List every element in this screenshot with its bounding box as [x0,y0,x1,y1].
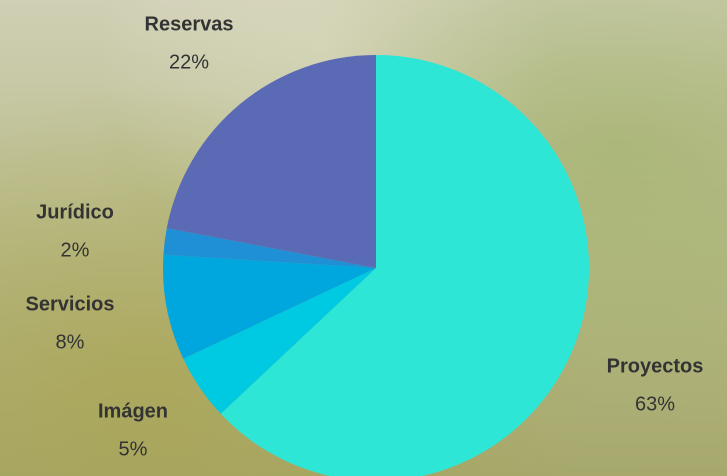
slice-label: Proyectos [607,355,704,377]
chart-background: Proyectos 63% Imágen 5% Servicios 8% Jurídico 2… [0,0,727,476]
slice-label: Jurídico [36,201,114,223]
slice-label: Reservas [145,13,234,35]
slice-value-label: 63% [635,393,675,415]
slice-value-label: 22% [169,51,209,73]
slice-value-label: 2% [61,239,90,261]
slice-value-label: 5% [119,438,148,460]
slice-value-label: 8% [56,331,85,353]
slice-label: Servicios [26,293,115,315]
chart: Proyectos 63% Imágen 5% Servicios 8% Jurídico 2… [0,0,727,476]
slice-label: Imágen [98,400,168,422]
